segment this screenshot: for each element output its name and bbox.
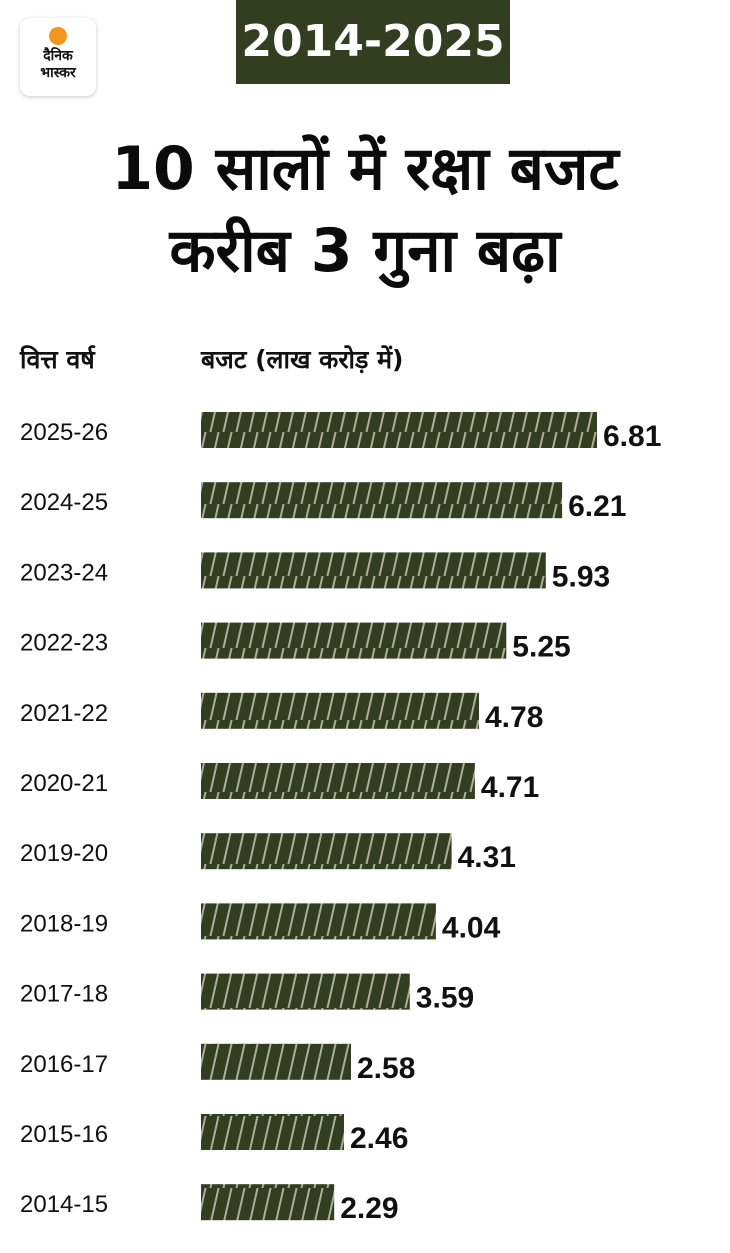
year-label: 2015-16	[20, 1121, 108, 1148]
value-label: 3.59	[416, 982, 474, 1015]
budget-bar	[201, 833, 452, 870]
year-label: 2014-15	[20, 1191, 108, 1218]
budget-bar	[201, 763, 475, 799]
budget-bar	[201, 412, 597, 448]
year-label: 2025-26	[20, 419, 108, 446]
value-label: 4.31	[458, 841, 516, 874]
logo-line-2: भास्कर	[40, 65, 76, 81]
value-label: 4.71	[481, 771, 539, 804]
value-label: 2.29	[340, 1192, 398, 1225]
budget-column-header: बजट (लाख करोड़ में)	[201, 345, 404, 374]
value-label: 4.04	[442, 911, 501, 944]
year-label: 2017-18	[20, 981, 108, 1008]
title-line-1: 10 सालों में रक्षा बजट	[111, 134, 619, 204]
year-label: 2016-17	[20, 1051, 108, 1078]
value-label: 4.78	[485, 701, 543, 734]
value-label: 2.46	[350, 1122, 408, 1155]
year-label: 2020-21	[20, 770, 108, 797]
budget-bar	[201, 903, 436, 940]
budget-bar	[201, 1184, 335, 1221]
value-label: 6.21	[568, 490, 626, 523]
budget-bar	[201, 692, 479, 729]
budget-bar	[201, 622, 507, 659]
budget-bar	[201, 1043, 351, 1080]
budget-bar	[201, 482, 563, 519]
year-label: 2024-25	[20, 489, 108, 516]
logo-sun-icon	[49, 27, 67, 45]
budget-bar	[201, 552, 546, 589]
value-label: 6.81	[603, 420, 661, 453]
value-label: 5.93	[552, 560, 610, 593]
title-line-2: करीब 3 गुना बढ़ा	[169, 216, 561, 286]
period-badge: 2014-2025	[236, 0, 510, 84]
year-label: 2021-22	[20, 700, 108, 727]
year-label: 2023-24	[20, 559, 108, 586]
budget-bar	[201, 1114, 344, 1150]
dainik-bhaskar-logo: दैनिक भास्कर	[20, 18, 96, 96]
year-label: 2018-19	[20, 910, 108, 937]
year-column-header: वित्त वर्ष	[20, 345, 95, 374]
year-label: 2022-23	[20, 630, 108, 657]
logo-wordmark: दैनिक भास्कर	[20, 48, 96, 82]
chart-title: 10 सालों में रक्षा बजट करीब 3 गुना बढ़ा	[0, 128, 730, 292]
budget-bar	[201, 973, 410, 1010]
value-label: 5.25	[512, 631, 570, 664]
year-label: 2019-20	[20, 840, 108, 867]
value-label: 2.58	[357, 1052, 415, 1085]
logo-line-1: दैनिक	[43, 48, 73, 64]
